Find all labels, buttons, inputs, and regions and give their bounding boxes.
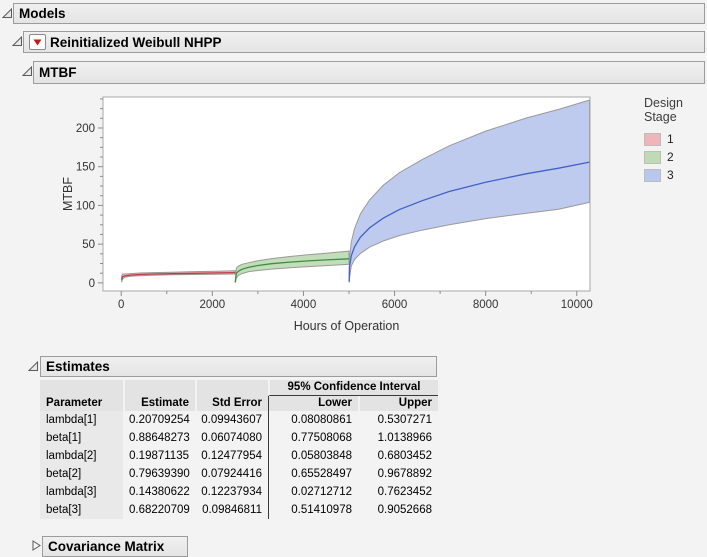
table-row: lambda[1] 0.20709254 0.09943607 0.08080861 0… [40,411,438,429]
svg-text:150: 150 [76,162,95,174]
legend-swatch-1[interactable] [644,132,661,146]
disclosure-expanded-icon[interactable] [28,361,39,372]
value-cell: 0.05803848 [268,447,358,465]
value-cell: 0.88648273 [129,431,190,444]
legend-item-2[interactable]: 2 [644,150,707,164]
col-header-std-error: Std Error [195,380,268,411]
value-cell: 0.09846811 [202,503,262,516]
red-triangle-menu-button[interactable] [29,34,46,50]
covariance-header[interactable]: Covariance Matrix [42,536,188,557]
disclosure-collapsed-icon[interactable] [31,540,42,551]
ci-spanner-header: 95% Confidence Interval [268,380,438,396]
legend-item-1[interactable]: 1 [644,132,707,146]
svg-text:6000: 6000 [382,299,408,311]
value-cell: 0.02712712 [268,483,358,501]
value-cell: 0.9052668 [377,503,432,516]
estimates-table: Parameter Estimate Std Error 95% Confide… [40,380,438,519]
svg-text:2000: 2000 [200,299,226,311]
estimates-tbody: lambda[1] 0.20709254 0.09943607 0.08080861 0… [40,411,438,519]
svg-text:200: 200 [76,123,95,135]
disclosure-expanded-icon[interactable] [2,8,13,19]
svg-text:4000: 4000 [291,299,317,311]
svg-text:10000: 10000 [561,299,593,311]
value-cell: 0.5307271 [377,413,432,426]
parameter-cell: lambda[1] [40,411,123,429]
mtbf-header-label: MTBF [39,65,77,80]
svg-text:8000: 8000 [473,299,499,311]
value-cell: 0.79639390 [129,467,190,480]
covariance-header-label: Covariance Matrix [48,539,165,554]
disclosure-expanded-icon[interactable] [22,66,33,77]
table-row: beta[3] 0.68220709 0.09846811 0.51410978 0.9… [40,501,438,519]
legend-label-1: 1 [667,132,674,146]
mtbf-chart-svg: 0 2000 4000 6000 8000 10000 0 50 100 150 200 Hours … [61,96,593,333]
value-cell: 0.20709254 [129,413,190,426]
value-cell: 0.7623452 [377,485,432,498]
value-cell: 0.6803452 [377,449,432,462]
legend-item-3[interactable]: 3 [644,168,707,182]
value-cell: 0.77508068 [268,429,358,447]
x-axis-title: Hours of Operation [294,319,400,333]
value-cell: 0.9678892 [377,467,432,480]
chart-legend: Design Stage 1 2 3 [644,96,707,186]
parameter-cell: lambda[3] [40,483,123,501]
col-header-estimate: Estimate [123,380,195,411]
mtbf-chart: 0 2000 4000 6000 8000 10000 0 50 100 150 200 Hours … [60,90,640,340]
value-cell: 0.65528497 [268,465,358,483]
disclosure-expanded-icon[interactable] [12,36,23,47]
legend-label-3: 3 [667,168,674,182]
models-header-label: Models [19,6,66,21]
col-header-parameter: Parameter [40,380,123,411]
estimates-header-label: Estimates [46,359,110,374]
svg-text:0: 0 [89,278,95,290]
value-cell: 0.12237934 [201,485,262,498]
estimates-header[interactable]: Estimates [40,356,437,377]
models-header[interactable]: Models [13,3,705,24]
col-header-lower: Lower [268,396,358,411]
table-row: beta[2] 0.79639390 0.07924416 0.65528497 0.9… [40,465,438,483]
svg-text:50: 50 [82,239,95,251]
table-row: beta[1] 0.88648273 0.06074080 0.77508068 1.0… [40,429,438,447]
y-axis-title: MTBF [61,177,75,211]
svg-text:0: 0 [118,299,124,311]
value-cell: 0.09943607 [201,413,262,426]
model-header[interactable]: Reinitialized Weibull NHPP [23,31,705,53]
col-header-upper: Upper [358,396,438,411]
legend-swatch-2[interactable] [644,150,661,164]
value-cell: 0.06074080 [201,431,262,444]
value-cell: 0.68220709 [129,503,190,516]
table-row: lambda[2] 0.19871135 0.12477954 0.05803848 0… [40,447,438,465]
model-header-label: Reinitialized Weibull NHPP [50,34,222,50]
table-row: lambda[3] 0.14380622 0.12237934 0.02712712 0… [40,483,438,501]
svg-text:100: 100 [76,200,95,212]
parameter-cell: beta[2] [40,465,123,483]
value-cell: 0.51410978 [268,501,358,519]
value-cell: 0.14380622 [129,485,190,498]
value-cell: 0.07924416 [201,467,262,480]
legend-swatch-3[interactable] [644,168,661,182]
value-cell: 1.0138966 [377,431,432,444]
parameter-cell: beta[1] [40,429,123,447]
legend-label-2: 2 [667,150,674,164]
red-triangle-icon [33,39,42,45]
value-cell: 0.08080861 [268,411,358,429]
value-cell: 0.19871135 [129,449,189,462]
legend-title: Design Stage [644,96,683,124]
parameter-cell: lambda[2] [40,447,123,465]
mtbf-header[interactable]: MTBF [33,61,705,84]
parameter-cell: beta[3] [40,501,123,519]
value-cell: 0.12477954 [201,449,262,462]
